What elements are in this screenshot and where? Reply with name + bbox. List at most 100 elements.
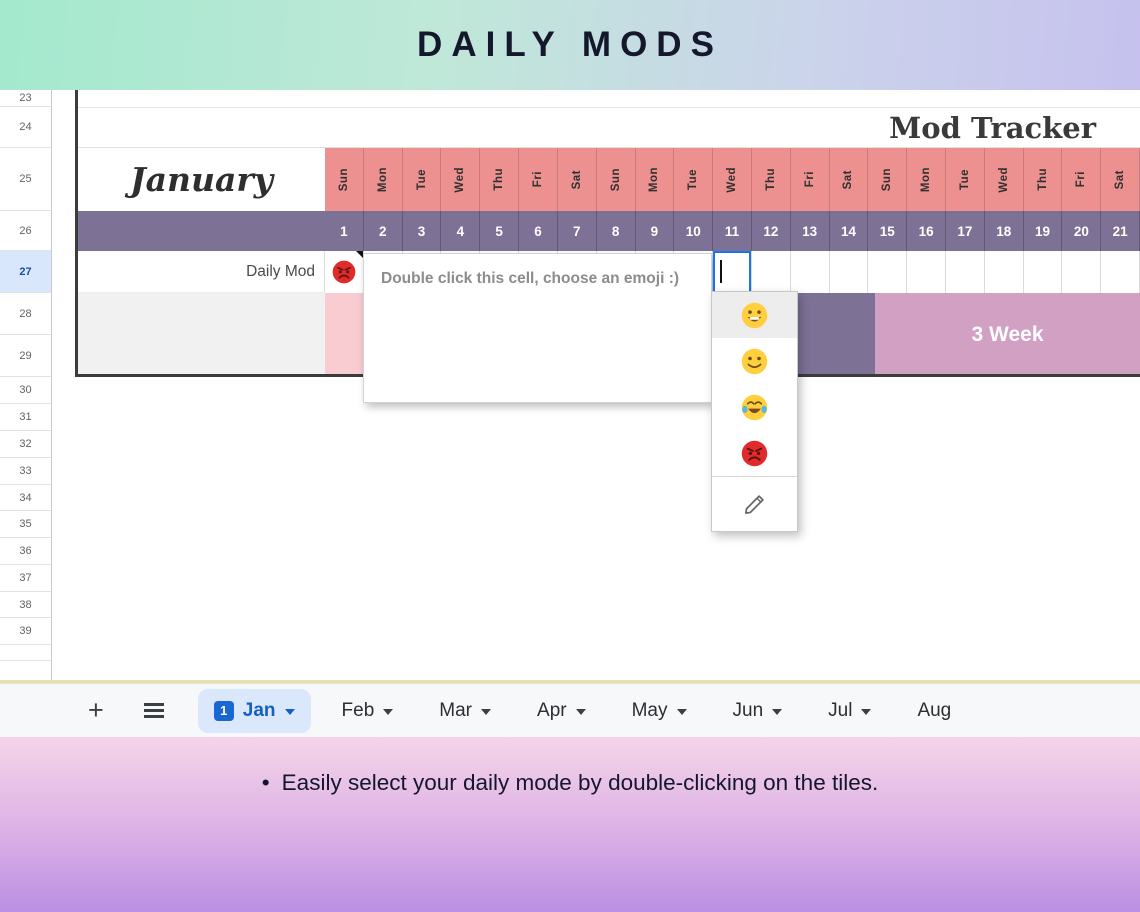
emoji-option-slightly-smiling-face[interactable] xyxy=(712,338,797,384)
date-cell-16[interactable]: 16 xyxy=(907,211,946,251)
day-name-cell-8[interactable]: Sun xyxy=(597,148,636,211)
date-cell-8[interactable]: 8 xyxy=(597,211,636,251)
emoji-option-face-with-tears-of-joy[interactable] xyxy=(712,384,797,430)
row-header-36[interactable]: 36 xyxy=(0,538,51,565)
chevron-down-icon[interactable] xyxy=(481,708,492,715)
day-name-cell-10[interactable]: Tue xyxy=(674,148,714,211)
chevron-down-icon[interactable] xyxy=(861,708,872,715)
date-cell-10[interactable]: 10 xyxy=(674,211,714,251)
day-name-cell-3[interactable]: Tue xyxy=(403,148,442,211)
date-cell-1[interactable]: 1 xyxy=(325,211,364,251)
sheet-tab-mar[interactable]: Mar xyxy=(416,689,514,733)
row-header-25[interactable]: 25 xyxy=(0,148,51,211)
sheet-tab-apr[interactable]: Apr xyxy=(514,689,609,733)
chevron-down-icon[interactable] xyxy=(383,708,394,715)
day-name-cell-15[interactable]: Sun xyxy=(868,148,908,211)
chevron-down-icon[interactable] xyxy=(676,708,687,715)
day-name-cell-6[interactable]: Fri xyxy=(519,148,558,211)
row-header-24[interactable]: 24 xyxy=(0,107,51,148)
date-cell-20[interactable]: 20 xyxy=(1062,211,1102,251)
mod-cell-1[interactable] xyxy=(325,251,364,293)
date-cell-17[interactable]: 17 xyxy=(946,211,985,251)
date-cell-6[interactable]: 6 xyxy=(519,211,558,251)
day-name-cell-13[interactable]: Fri xyxy=(791,148,830,211)
sheet-tab-feb[interactable]: Feb xyxy=(319,689,417,733)
row-header-33[interactable]: 33 xyxy=(0,458,51,485)
day-name-cell-14[interactable]: Sat xyxy=(830,148,869,211)
chevron-down-icon[interactable] xyxy=(284,708,295,715)
mod-cell-20[interactable] xyxy=(1062,251,1102,293)
chevron-down-icon[interactable] xyxy=(575,708,586,715)
day-name-cell-17[interactable]: Tue xyxy=(946,148,985,211)
row-header-26[interactable]: 26 xyxy=(0,211,51,251)
add-sheet-button[interactable]: + xyxy=(88,695,104,725)
row-header-23[interactable]: 23 xyxy=(0,90,51,107)
edit-emoji-option[interactable] xyxy=(712,477,797,531)
tab-label: Apr xyxy=(537,699,567,721)
mod-cell-15[interactable] xyxy=(868,251,908,293)
day-name-cell-4[interactable]: Wed xyxy=(441,148,481,211)
sheet-tab-aug[interactable]: Aug xyxy=(894,689,974,733)
day-name-cell-1[interactable]: Sun xyxy=(325,148,364,211)
date-cell-14[interactable]: 14 xyxy=(830,211,869,251)
mod-cell-12[interactable] xyxy=(751,251,791,293)
date-cell-3[interactable]: 3 xyxy=(403,211,442,251)
tab-label: May xyxy=(631,699,668,721)
row-header-27[interactable]: 27 xyxy=(0,251,51,293)
date-cell-15[interactable]: 15 xyxy=(868,211,908,251)
mod-cell-13[interactable] xyxy=(790,251,830,293)
day-name-cell-7[interactable]: Sat xyxy=(558,148,597,211)
day-name-cell-11[interactable]: Wed xyxy=(713,148,752,211)
row-header-38[interactable]: 38 xyxy=(0,592,51,618)
day-name-cell-19[interactable]: Thu xyxy=(1024,148,1063,211)
mod-cell-18[interactable] xyxy=(984,251,1024,293)
week-3-block[interactable]: 3 Week xyxy=(875,293,1140,377)
date-cell-12[interactable]: 12 xyxy=(752,211,791,251)
date-cell-4[interactable]: 4 xyxy=(441,211,481,251)
date-cell-5[interactable]: 5 xyxy=(480,211,520,251)
row-header-30[interactable]: 30 xyxy=(0,377,51,404)
mod-cell-21[interactable] xyxy=(1101,251,1140,293)
row-header-29[interactable]: 29 xyxy=(0,335,51,377)
row-header-28[interactable]: 28 xyxy=(0,293,51,335)
selected-cell[interactable] xyxy=(713,251,752,293)
date-cell-19[interactable]: 19 xyxy=(1024,211,1063,251)
empty-label-cell[interactable] xyxy=(78,293,325,377)
row-header-32[interactable]: 32 xyxy=(0,431,51,458)
row-header-partial[interactable] xyxy=(0,645,51,661)
day-name-cell-16[interactable]: Mon xyxy=(907,148,946,211)
emoji-dropdown-menu xyxy=(711,291,798,532)
emoji-option-angry-face[interactable] xyxy=(712,430,797,476)
mod-cell-17[interactable] xyxy=(946,251,985,293)
date-cell-18[interactable]: 18 xyxy=(985,211,1024,251)
sheet-tab-jun[interactable]: Jun xyxy=(710,689,806,733)
day-name-cell-5[interactable]: Thu xyxy=(480,148,520,211)
sheet-tab-may[interactable]: May xyxy=(609,689,710,733)
mod-cell-19[interactable] xyxy=(1023,251,1063,293)
date-cell-11[interactable]: 11 xyxy=(713,211,752,251)
date-cell-9[interactable]: 9 xyxy=(636,211,675,251)
mod-cell-14[interactable] xyxy=(829,251,869,293)
all-sheets-menu-icon[interactable] xyxy=(143,700,164,722)
day-name-cell-21[interactable]: Sat xyxy=(1101,148,1140,211)
mod-cell-16[interactable] xyxy=(907,251,946,293)
sheet-tab-bar: + 1 Jan Feb Mar Apr May Jun Jul Aug xyxy=(0,683,1140,737)
sheet-tab-jan[interactable]: 1 Jan xyxy=(197,688,311,733)
date-cell-21[interactable]: 21 xyxy=(1101,211,1140,251)
row-header-34[interactable]: 34 xyxy=(0,485,51,511)
day-name-cell-12[interactable]: Thu xyxy=(752,148,791,211)
row-header-31[interactable]: 31 xyxy=(0,404,51,431)
row-header-35[interactable]: 35 xyxy=(0,511,51,538)
chevron-down-icon[interactable] xyxy=(772,708,783,715)
row-header-39[interactable]: 39 xyxy=(0,618,51,645)
day-name-cell-2[interactable]: Mon xyxy=(364,148,403,211)
day-name-cell-18[interactable]: Wed xyxy=(985,148,1024,211)
sheet-tab-jul[interactable]: Jul xyxy=(805,689,894,733)
emoji-option-grinning-face[interactable] xyxy=(712,292,797,338)
date-cell-7[interactable]: 7 xyxy=(558,211,597,251)
day-name-cell-9[interactable]: Mon xyxy=(636,148,675,211)
date-cell-2[interactable]: 2 xyxy=(364,211,403,251)
day-name-cell-20[interactable]: Fri xyxy=(1062,148,1102,211)
date-cell-13[interactable]: 13 xyxy=(791,211,830,251)
row-header-37[interactable]: 37 xyxy=(0,565,51,592)
